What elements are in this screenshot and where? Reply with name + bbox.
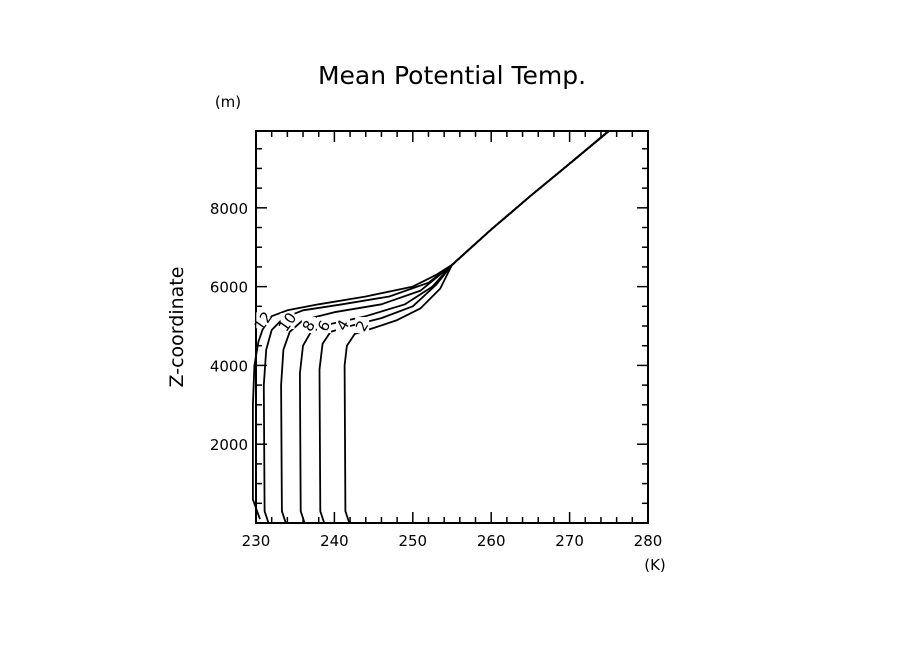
contour-label-bg	[280, 313, 295, 330]
x-tick-label: 240	[320, 532, 349, 550]
y-unit-label: (m)	[215, 93, 241, 111]
x-tick-label: 260	[477, 532, 506, 550]
contour-label-bg	[317, 317, 332, 334]
contour-label-bg	[335, 316, 350, 333]
x-tick-label: 250	[398, 532, 427, 550]
x-unit-label: (K)	[644, 556, 666, 574]
y-tick-label: 4000	[210, 357, 248, 375]
chart-title: Mean Potential Temp.	[318, 61, 586, 90]
contour-label-bg	[301, 317, 316, 334]
plot-frame	[255, 130, 649, 524]
contour-line-12	[251, 130, 610, 520]
contour-label-bg	[256, 312, 271, 329]
x-tick-label: 270	[555, 532, 584, 550]
y-tick-label: 8000	[210, 200, 248, 218]
x-tick-label: 230	[242, 532, 271, 550]
contour-label-bg	[355, 317, 370, 334]
tick-labels: 230 240 250 260 270 280 2000 4000 6000 8000	[210, 200, 663, 550]
x-tick-label: 280	[634, 532, 663, 550]
y-tick-label: 2000	[210, 436, 248, 454]
y-tick-label: 6000	[210, 279, 248, 297]
axis-ticks	[255, 131, 649, 523]
contour-line-2	[343, 130, 610, 524]
y-axis-label: Z-coordinate	[166, 267, 188, 388]
